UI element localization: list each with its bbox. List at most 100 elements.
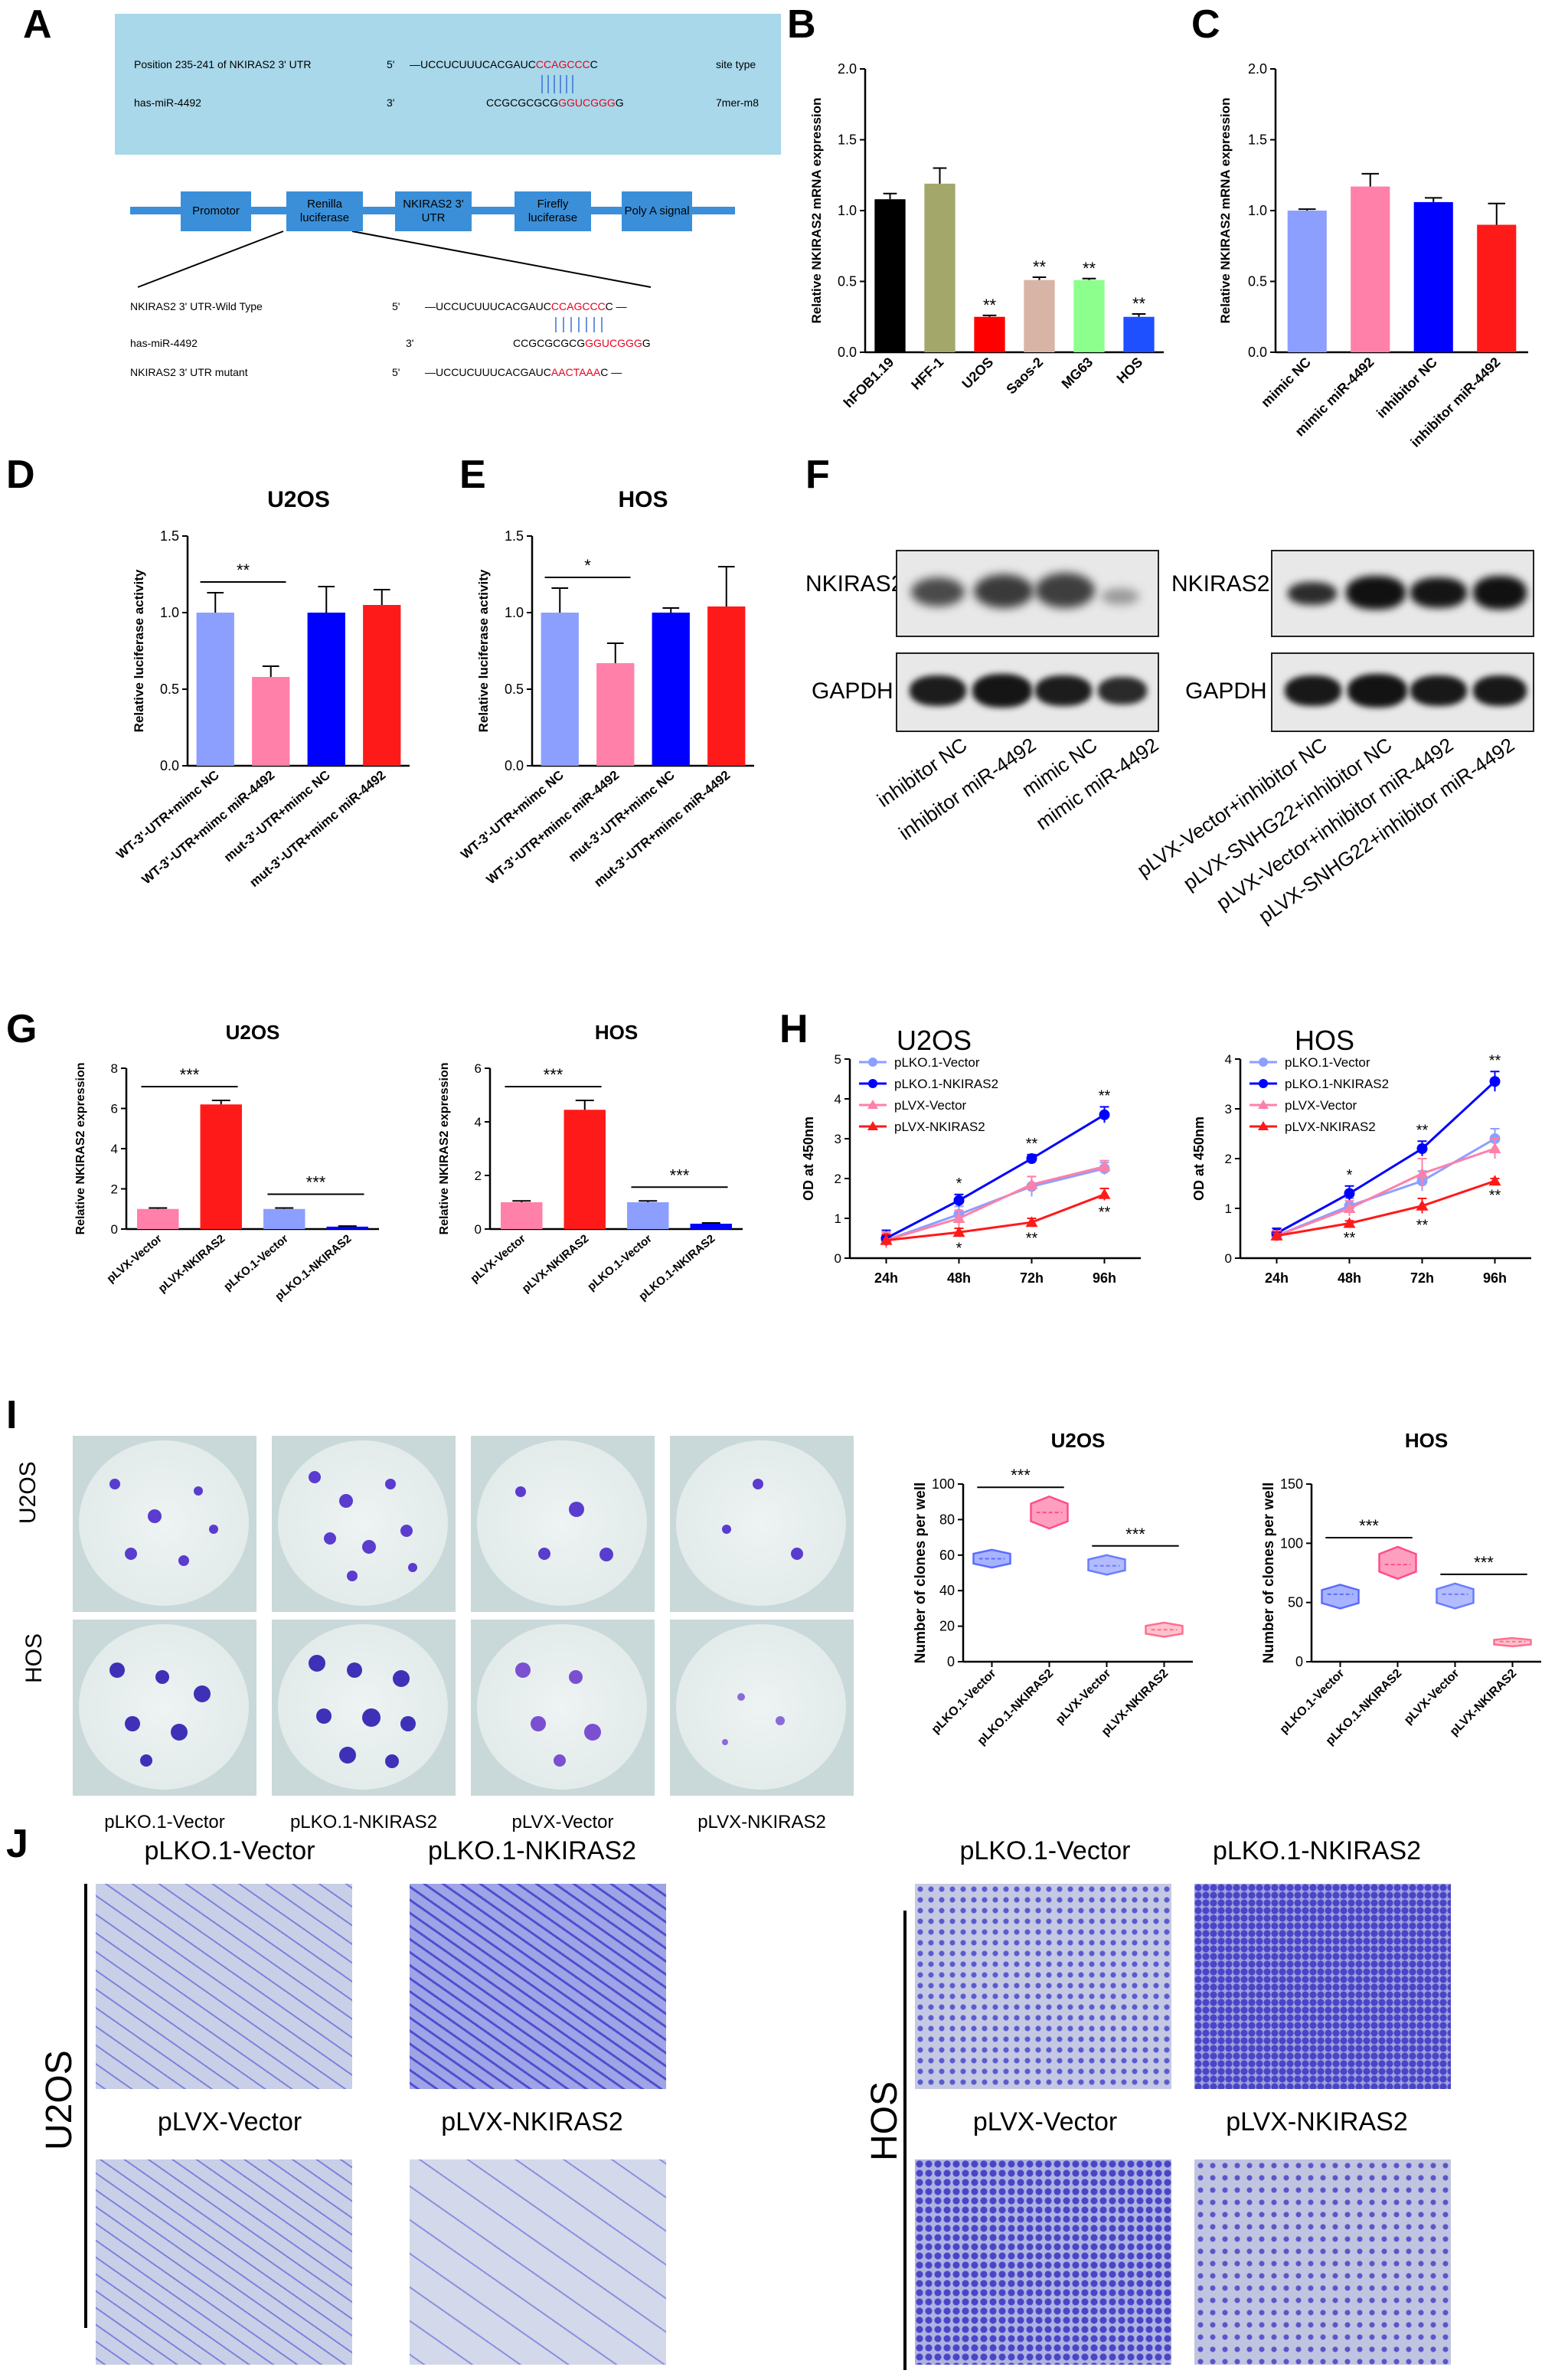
y-tick-label: 0.5 xyxy=(160,682,179,697)
y-axis-label: Relative NKIRAS2 expression xyxy=(438,1063,451,1235)
data-point xyxy=(1098,1188,1111,1199)
block-promotor-label: Promotor xyxy=(192,204,240,217)
block-firefly-label: Firefly luciferase xyxy=(528,198,578,224)
panel-label-f: F xyxy=(805,453,830,497)
y-tick-label: 60 xyxy=(939,1548,955,1563)
series-line xyxy=(1276,1137,1496,1237)
j-col-label: pLVX-Vector xyxy=(972,2107,1118,2136)
bar xyxy=(924,183,956,352)
violin xyxy=(1378,1545,1417,1581)
chart-title: U2OS xyxy=(267,487,330,512)
y-tick-label: 1.5 xyxy=(838,132,857,148)
chart-c-mimic-inhibitor: 0.0 0.5 1.0 1.5 2.0 Relative NKIRAS2 mRNA exp… xyxy=(1218,61,1528,450)
utr-wt-label: NKIRAS2 3' UTR-Wild Type xyxy=(130,300,263,312)
dish-col-label: pLKO.1-Vector xyxy=(104,1812,225,1832)
y-axis-label: Relative NKIRAS2 expression xyxy=(74,1063,87,1235)
legend-marker xyxy=(868,1079,877,1088)
significance-label: ** xyxy=(1026,1230,1038,1247)
y-tick-label: 0 xyxy=(1225,1251,1232,1266)
significance-label: ** xyxy=(1099,1087,1111,1104)
significance-label: *** xyxy=(1125,1525,1145,1544)
y-tick-label: 0 xyxy=(475,1222,482,1237)
significance-label: ** xyxy=(1344,1230,1356,1247)
chart-title: HOS xyxy=(1405,1429,1448,1452)
y-tick-label: 0.0 xyxy=(838,345,857,360)
seed-end-3: 3' xyxy=(387,96,395,109)
y-tick-label: 0.0 xyxy=(1248,345,1267,360)
y-axis-label: Relative luciferase activity xyxy=(476,569,491,732)
legend-label: pLVX-Vector xyxy=(1285,1098,1357,1113)
panel-label-g: G xyxy=(6,1007,38,1051)
x-tick-label: 96h xyxy=(1093,1270,1116,1286)
data-point xyxy=(1344,1188,1355,1199)
site-type-value: 7mer-m8 xyxy=(716,96,760,109)
x-tick-label: 24h xyxy=(874,1270,898,1286)
blot-right-gapdh xyxy=(1271,652,1534,732)
y-tick-label: 20 xyxy=(939,1619,955,1634)
significance-label: ** xyxy=(1489,1052,1501,1069)
blot-lane-labels: inhibitor NC inhibitor miR-4492 mimic NC… xyxy=(873,739,1518,928)
series-line xyxy=(885,1113,1106,1240)
bar xyxy=(874,199,906,352)
dish-col-label: pLKO.1-NKIRAS2 xyxy=(289,1812,438,1832)
band xyxy=(974,574,1034,608)
violin xyxy=(1087,1554,1126,1576)
mir-seq: CCGCGCGCGGGUCGGGG xyxy=(513,337,651,349)
dish-col-label: pLVX-NKIRAS2 xyxy=(697,1812,826,1832)
data-point xyxy=(1343,1217,1356,1228)
y-tick-label: 1.5 xyxy=(505,528,524,544)
bar xyxy=(596,663,635,766)
bar xyxy=(690,1224,732,1229)
dish-u2os-2 xyxy=(272,1436,456,1612)
y-axis-label: Number of clones per well xyxy=(913,1483,929,1664)
chart-h-hos: 0 1 2 3 4 HOS OD at 450nm 24h 48h 72h 96h pLKO.1-Ve… xyxy=(1191,1025,1531,1286)
x-tick-label: pLVX-Vector xyxy=(468,1232,528,1286)
dish-col-label: pLVX-Vector xyxy=(511,1812,614,1832)
y-tick-label: 1 xyxy=(835,1211,841,1226)
bar xyxy=(627,1202,669,1229)
block-utr-label: NKIRAS2 3' UTR xyxy=(403,198,464,224)
chart-b-cell-lines: 0.0 0.5 1.0 1.5 2.0 Relative NKIRAS2 mRNA exp… xyxy=(809,61,1164,410)
micrograph-u2os-plvx-nkiras2 xyxy=(410,2159,666,2365)
band xyxy=(972,674,1032,708)
micrograph-u2os-plko-nkiras2 xyxy=(410,1884,666,2089)
bar xyxy=(501,1202,543,1229)
x-tick-label: 24h xyxy=(1265,1270,1289,1286)
x-tick-label: pLKO.1-Vector xyxy=(585,1232,655,1293)
x-tick-label: HOS xyxy=(1114,355,1146,387)
data-point xyxy=(1416,1143,1428,1154)
y-tick-label: 50 xyxy=(1288,1595,1303,1610)
legend-marker xyxy=(1258,1121,1269,1130)
chart-title: U2OS xyxy=(226,1022,280,1044)
legend-label: pLVX-NKIRAS2 xyxy=(1285,1120,1376,1134)
y-axis-label: Relative NKIRAS2 mRNA expression xyxy=(809,97,824,323)
seed-match-box: Position 235-241 of NKIRAS2 3' UTR 5' —U… xyxy=(115,14,781,155)
chart-title: HOS xyxy=(595,1022,638,1044)
significance-label: *** xyxy=(1474,1553,1494,1572)
y-tick-label: 2 xyxy=(475,1169,482,1183)
bar xyxy=(1123,316,1155,352)
y-tick-label: 4 xyxy=(111,1142,118,1156)
band xyxy=(1348,674,1407,708)
y-tick-label: 40 xyxy=(939,1583,955,1598)
band xyxy=(1101,588,1139,605)
y-tick-label: 0.0 xyxy=(160,758,179,773)
data-point xyxy=(1488,1143,1501,1153)
utr-wt-seq: —UCCUCUUUCACGAUCCCAGCCCC — xyxy=(425,300,627,312)
significance-label: *** xyxy=(670,1165,690,1185)
chart-title: HOS xyxy=(1295,1025,1354,1056)
y-tick-label: 0.5 xyxy=(505,682,524,697)
y-tick-label: 8 xyxy=(111,1061,118,1076)
significance-label: *** xyxy=(1359,1516,1379,1535)
lane-label: inhibitor miR-4492 xyxy=(894,739,1040,845)
legend-label: pLKO.1-Vector xyxy=(894,1055,980,1070)
y-axis-label: Relative NKIRAS2 mRNA expression xyxy=(1218,97,1233,323)
y-axis-label: Number of clones per well xyxy=(1261,1483,1277,1664)
chart-title: HOS xyxy=(618,487,668,512)
series-line xyxy=(1276,1179,1495,1237)
band xyxy=(910,675,966,706)
dish-hos-2 xyxy=(272,1620,456,1796)
j-col-label: pLKO.1-NKIRAS2 xyxy=(427,1836,637,1865)
panel-label-e: E xyxy=(459,453,486,497)
block-firefly xyxy=(514,191,591,231)
